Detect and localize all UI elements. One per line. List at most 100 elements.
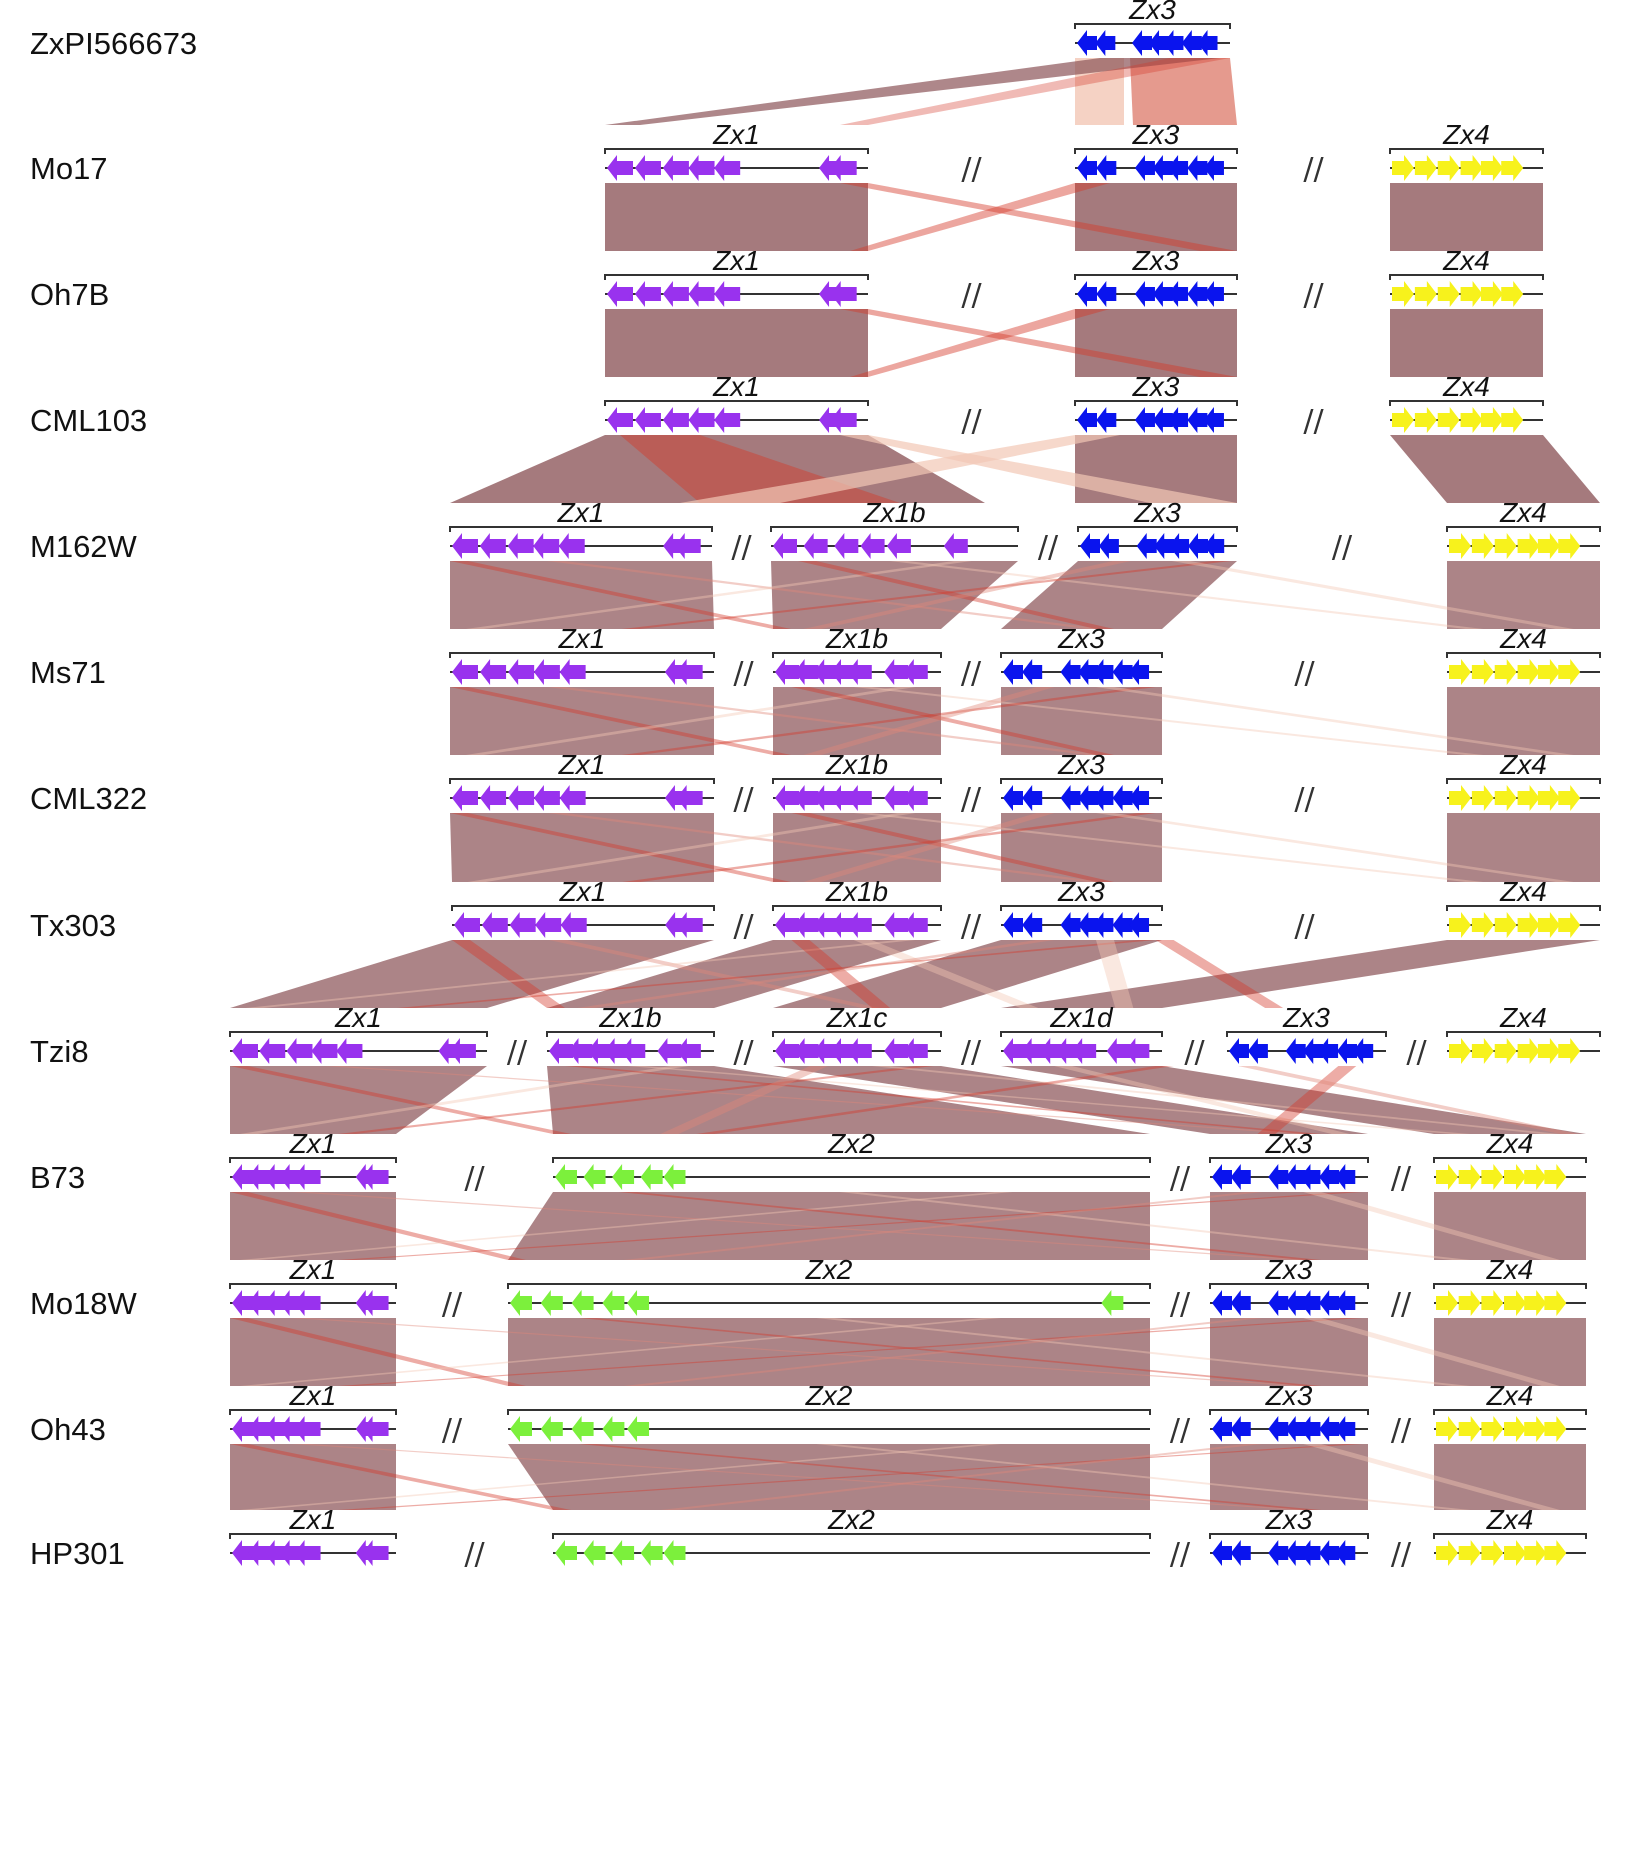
synteny-band [230, 940, 714, 1008]
break-mark: // [464, 1161, 485, 1196]
synteny-band [1257, 1066, 1357, 1134]
cluster-zx3-tzi8: Zx3 // [1226, 1002, 1427, 1070]
cluster-label: Zx1 [289, 1380, 337, 1411]
gene-arrow [1494, 1038, 1517, 1064]
synteny-band [622, 813, 1156, 882]
gene-arrow [612, 1164, 635, 1190]
gene-arrow [583, 1540, 606, 1566]
cluster-bracket [1446, 1031, 1601, 1037]
break-mark: // [1391, 1287, 1412, 1322]
cluster-zx1d-tzi8: Zx1d // [1000, 1002, 1205, 1070]
gene-arrow [259, 1038, 286, 1064]
cluster-label: Zx1b [825, 749, 888, 780]
cluster-bracket [1446, 905, 1601, 911]
gene-arrow [1544, 1416, 1567, 1442]
gene-arrow [621, 1038, 646, 1064]
gene-arrow [1101, 1290, 1124, 1316]
cluster-bracket [604, 274, 869, 280]
cluster-zx3-oh43: Zx3 // [1209, 1380, 1412, 1448]
cluster-label: Zx1 [289, 1128, 337, 1159]
synteny-band [1095, 940, 1134, 1008]
break-mark: // [1294, 656, 1315, 691]
cluster-label: Zx2 [805, 1254, 853, 1285]
cluster-zx4-b73: Zx4 [1433, 1128, 1587, 1190]
cluster-bracket [449, 778, 715, 784]
cluster-zx3-ms71: Zx3 // [1000, 623, 1315, 691]
gene-arrow [286, 1038, 313, 1064]
gene-arrow [1471, 533, 1494, 559]
cluster-label: Zx4 [1442, 119, 1490, 150]
cluster-zx3-b73: Zx3 // [1209, 1128, 1412, 1196]
gene-arrow [1098, 533, 1119, 559]
cluster-label: Zx3 [1265, 1380, 1313, 1411]
gene-arrow [1134, 155, 1155, 181]
gene-arrow [1558, 659, 1581, 685]
cluster-zx1-ms71: Zx1 // [449, 623, 754, 691]
gene-arrow [1458, 1540, 1481, 1566]
gene-arrow [1072, 1038, 1097, 1064]
gene-arrow [1168, 281, 1189, 307]
gene-arrow [662, 281, 689, 307]
gene-arrow [1544, 1540, 1567, 1566]
synteny-band [803, 561, 1131, 629]
cluster-zx4-tx303: Zx4 [1446, 876, 1601, 938]
break-mark: // [1303, 152, 1324, 187]
gene-arrow [1414, 407, 1437, 433]
gene-arrow [507, 533, 534, 559]
cluster-label: Zx2 [805, 1380, 853, 1411]
synteny-band [623, 1192, 1263, 1260]
gene-arrow [248, 1416, 275, 1442]
gene-arrow [1003, 1038, 1027, 1064]
gene-arrow [1003, 785, 1023, 811]
cluster-label: Zx1b [598, 1002, 661, 1033]
synteny-band [791, 687, 1114, 755]
gene-arrow [1494, 533, 1517, 559]
gene-arrow [362, 1290, 389, 1316]
synteny-band [450, 561, 714, 629]
gene-arrow [676, 1038, 701, 1064]
break-mark: // [733, 782, 754, 817]
gene-arrow [1449, 785, 1471, 811]
gene-arrow [1187, 407, 1208, 433]
cluster-zx4-hp301: Zx4 [1433, 1504, 1587, 1566]
gene-arrow [1022, 785, 1043, 811]
gene-arrow [1187, 281, 1208, 307]
synteny-band [803, 687, 1055, 755]
gene-arrow [1449, 659, 1471, 685]
synteny-band [337, 1192, 1363, 1260]
gene-arrow [1501, 281, 1524, 307]
gene-arrow [1093, 912, 1114, 938]
synteny-band [621, 561, 1232, 629]
gene-arrow [1078, 659, 1099, 685]
gene-arrow [1458, 1416, 1481, 1442]
gene-arrow [627, 1290, 650, 1316]
gene-arrow [714, 407, 741, 433]
gene-arrow [847, 1038, 872, 1064]
gene-arrow [607, 281, 633, 307]
break-mark: // [961, 404, 982, 439]
synteny-band [816, 1444, 1471, 1510]
gene-arrow [1285, 1038, 1306, 1064]
gene-arrow [571, 1416, 594, 1442]
gene-arrow [830, 407, 857, 433]
cluster-bracket [229, 1157, 397, 1163]
gene-arrow [773, 533, 797, 559]
synteny-band [853, 687, 1484, 755]
cluster-label: Zx4 [1442, 371, 1490, 402]
gene-arrow [480, 785, 507, 811]
synteny-band [465, 561, 972, 629]
gene-arrow [533, 785, 560, 811]
row-label-oh43: Oh43 [30, 1412, 106, 1447]
gene-arrow [1152, 407, 1173, 433]
synteny-band [680, 435, 1120, 503]
break-mark: // [733, 909, 754, 944]
gene-arrow [232, 1540, 258, 1566]
synteny-band [1155, 940, 1284, 1008]
synteny-band [660, 1444, 1263, 1510]
gene-arrow [847, 659, 872, 685]
gene-arrow [1106, 1038, 1131, 1064]
gene-arrow [1335, 1290, 1356, 1316]
gene-arrow [1318, 1038, 1339, 1064]
gene-arrow [1558, 1038, 1581, 1064]
cluster-bracket [552, 1157, 1151, 1163]
